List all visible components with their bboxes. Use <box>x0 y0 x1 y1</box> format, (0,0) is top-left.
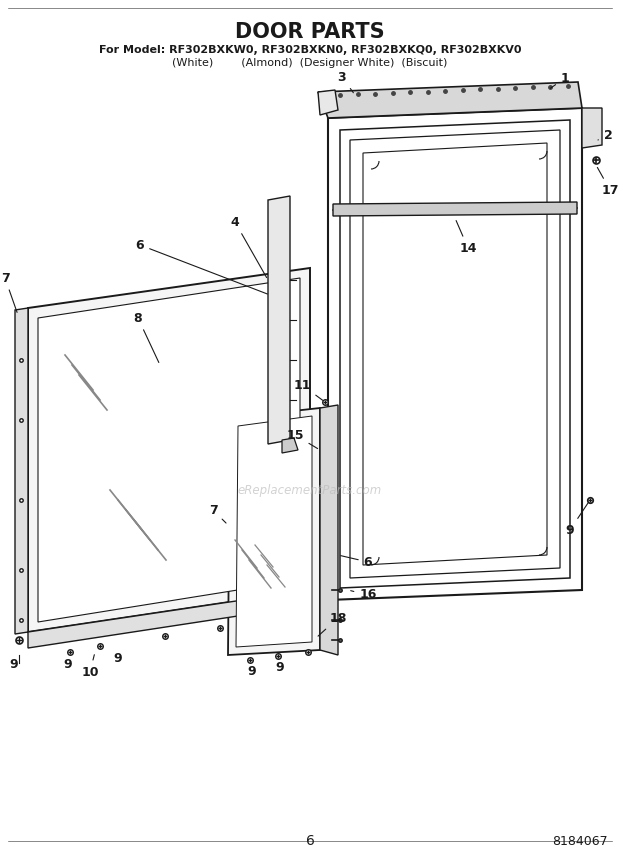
Text: 4: 4 <box>231 216 267 277</box>
Text: For Model: RF302BXKW0, RF302BXKN0, RF302BXKQ0, RF302BXKV0: For Model: RF302BXKW0, RF302BXKN0, RF302… <box>99 45 521 55</box>
Polygon shape <box>363 143 547 565</box>
Text: 15: 15 <box>286 429 317 449</box>
Text: 2: 2 <box>598 128 613 141</box>
Text: 7: 7 <box>208 503 226 523</box>
Polygon shape <box>38 278 300 622</box>
Polygon shape <box>28 268 310 632</box>
Text: 9: 9 <box>10 658 19 671</box>
Text: 16: 16 <box>351 589 377 602</box>
Text: 8184067: 8184067 <box>552 835 608 848</box>
Text: 3: 3 <box>338 70 353 92</box>
Text: 1: 1 <box>551 72 569 88</box>
Text: 6: 6 <box>341 556 373 568</box>
Text: (White)        (Almond)  (Designer White)  (Biscuit): (White) (Almond) (Designer White) (Biscu… <box>172 58 448 68</box>
Polygon shape <box>340 120 570 588</box>
Polygon shape <box>318 90 338 115</box>
Text: 6: 6 <box>306 834 314 848</box>
Text: 9: 9 <box>565 502 588 537</box>
Text: eReplacementParts.com: eReplacementParts.com <box>238 484 382 496</box>
Text: 6: 6 <box>136 239 267 294</box>
Polygon shape <box>320 405 338 655</box>
Polygon shape <box>28 590 310 648</box>
Text: 14: 14 <box>456 221 477 254</box>
Text: DOOR PARTS: DOOR PARTS <box>235 22 385 42</box>
Text: 8: 8 <box>134 312 159 362</box>
Text: 9: 9 <box>64 658 73 671</box>
Polygon shape <box>582 108 602 148</box>
Text: 9: 9 <box>247 665 256 678</box>
Text: 9: 9 <box>113 652 122 665</box>
Text: 18: 18 <box>318 611 347 636</box>
Polygon shape <box>15 308 28 634</box>
Polygon shape <box>350 130 560 578</box>
Text: 7: 7 <box>1 271 17 312</box>
Text: 11: 11 <box>293 378 323 401</box>
Text: 9: 9 <box>276 661 285 674</box>
Polygon shape <box>333 202 577 216</box>
Polygon shape <box>236 416 312 647</box>
Polygon shape <box>268 196 290 444</box>
Text: 17: 17 <box>597 168 619 197</box>
Polygon shape <box>328 108 582 600</box>
Text: 10: 10 <box>81 655 99 679</box>
Polygon shape <box>318 82 582 118</box>
Polygon shape <box>228 408 320 655</box>
Polygon shape <box>282 438 298 453</box>
